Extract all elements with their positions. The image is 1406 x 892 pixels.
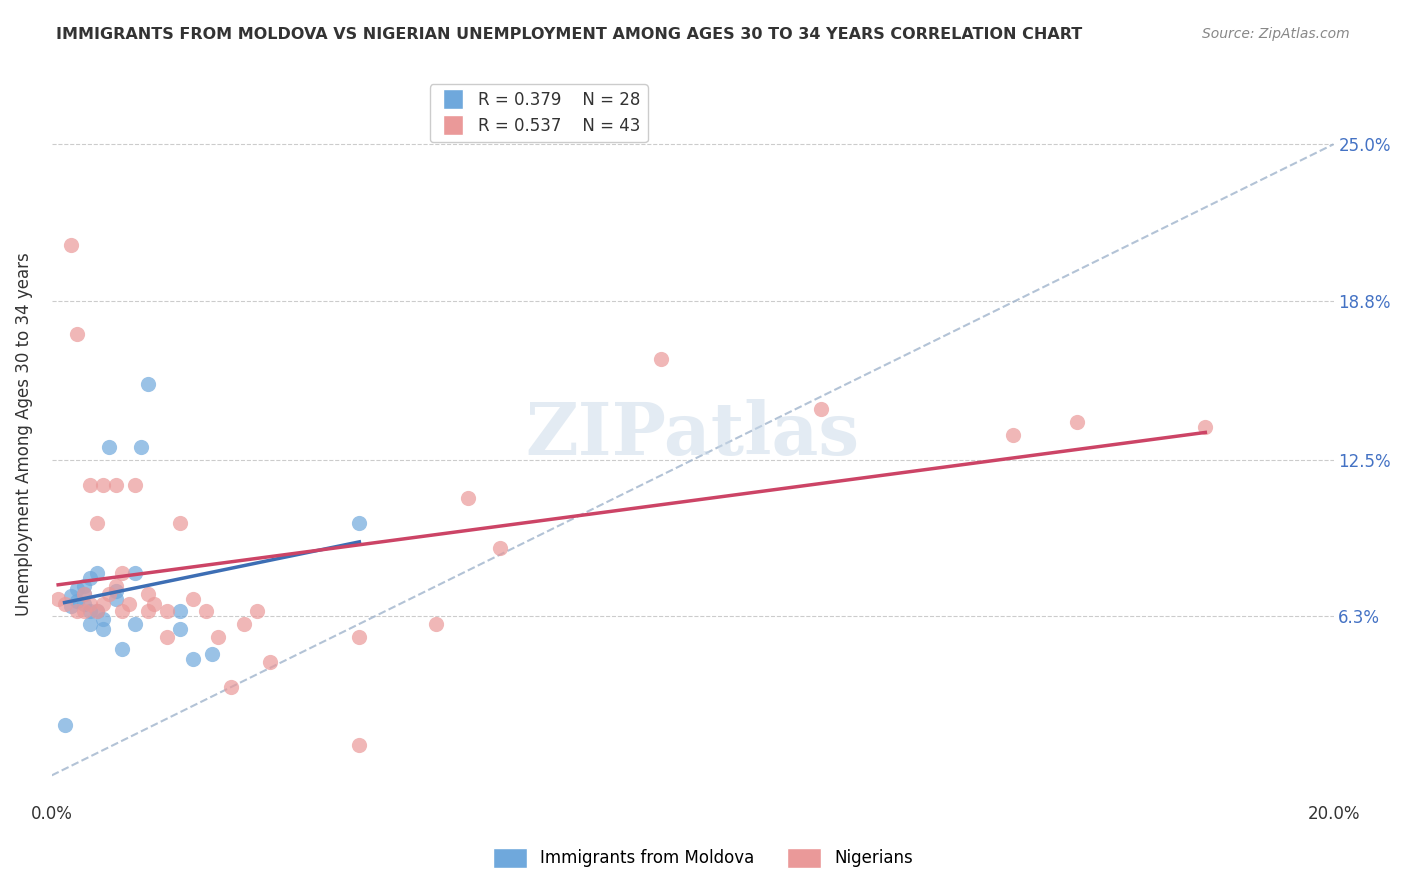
- Point: [156, 604, 179, 618]
- Point: [66, 594, 89, 608]
- Point: [91, 478, 114, 492]
- Point: [59, 238, 82, 252]
- Point: [91, 597, 114, 611]
- Point: [104, 591, 127, 606]
- Point: [207, 630, 229, 644]
- Point: [66, 604, 89, 618]
- Point: [169, 516, 191, 530]
- Point: [349, 630, 371, 644]
- Text: IMMIGRANTS FROM MOLDOVA VS NIGERIAN UNEMPLOYMENT AMONG AGES 30 TO 34 YEARS CORRE: IMMIGRANTS FROM MOLDOVA VS NIGERIAN UNEM…: [56, 27, 1083, 42]
- Point: [59, 589, 82, 603]
- Point: [219, 680, 242, 694]
- Point: [111, 642, 134, 657]
- Point: [73, 586, 96, 600]
- Point: [98, 440, 121, 454]
- Point: [1194, 420, 1216, 434]
- Point: [143, 597, 166, 611]
- Point: [136, 586, 159, 600]
- Point: [425, 616, 447, 631]
- Point: [169, 604, 191, 618]
- Point: [59, 599, 82, 614]
- Point: [79, 572, 101, 586]
- Point: [98, 586, 121, 600]
- Legend: Immigrants from Moldova, Nigerians: Immigrants from Moldova, Nigerians: [486, 841, 920, 875]
- Point: [650, 351, 672, 366]
- Point: [124, 478, 146, 492]
- Point: [489, 541, 512, 556]
- Point: [104, 584, 127, 599]
- Point: [104, 579, 127, 593]
- Point: [181, 652, 204, 666]
- Point: [194, 604, 217, 618]
- Point: [79, 597, 101, 611]
- Point: [201, 647, 224, 661]
- Point: [79, 616, 101, 631]
- Point: [136, 377, 159, 392]
- Point: [86, 604, 108, 618]
- Point: [1002, 427, 1025, 442]
- Point: [111, 604, 134, 618]
- Point: [86, 566, 108, 581]
- Y-axis label: Unemployment Among Ages 30 to 34 years: Unemployment Among Ages 30 to 34 years: [15, 252, 32, 616]
- Point: [91, 612, 114, 626]
- Point: [349, 738, 371, 752]
- Point: [86, 604, 108, 618]
- Point: [131, 440, 153, 454]
- Point: [46, 591, 69, 606]
- Point: [73, 579, 96, 593]
- Point: [73, 597, 96, 611]
- Point: [118, 597, 141, 611]
- Point: [79, 478, 101, 492]
- Point: [79, 604, 101, 618]
- Point: [124, 616, 146, 631]
- Point: [259, 655, 281, 669]
- Point: [457, 491, 479, 505]
- Point: [104, 478, 127, 492]
- Point: [1066, 415, 1088, 429]
- Point: [53, 718, 76, 732]
- Text: Source: ZipAtlas.com: Source: ZipAtlas.com: [1202, 27, 1350, 41]
- Point: [169, 622, 191, 636]
- Point: [73, 586, 96, 600]
- Point: [136, 604, 159, 618]
- Point: [810, 402, 832, 417]
- Point: [349, 516, 371, 530]
- Point: [53, 597, 76, 611]
- Point: [156, 630, 179, 644]
- Point: [73, 604, 96, 618]
- Point: [233, 616, 256, 631]
- Legend: R = 0.379    N = 28, R = 0.537    N = 43: R = 0.379 N = 28, R = 0.537 N = 43: [430, 84, 648, 142]
- Point: [246, 604, 269, 618]
- Point: [124, 566, 146, 581]
- Point: [181, 591, 204, 606]
- Point: [66, 582, 89, 596]
- Point: [86, 516, 108, 530]
- Text: ZIPatlas: ZIPatlas: [526, 399, 859, 470]
- Point: [66, 326, 89, 341]
- Point: [111, 566, 134, 581]
- Point: [91, 622, 114, 636]
